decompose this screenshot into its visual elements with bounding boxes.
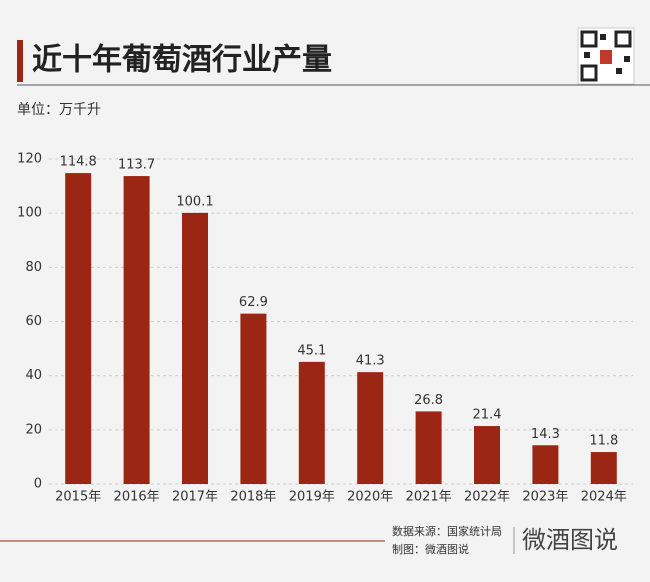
chart-title: 近十年葡萄酒行业产量 xyxy=(32,43,332,78)
y-tick-label: 0 xyxy=(34,477,42,492)
bar xyxy=(298,361,325,484)
value-label: 21.4 xyxy=(473,408,502,423)
value-label: 62.9 xyxy=(239,295,268,310)
x-tick-label: 2020年 xyxy=(347,490,393,505)
value-label: 41.3 xyxy=(356,354,385,369)
x-tick-label: 2023年 xyxy=(522,490,568,505)
y-tick-label: 100 xyxy=(17,206,42,221)
x-tick-label: 2021年 xyxy=(406,490,452,505)
x-tick-label: 2016年 xyxy=(114,490,160,505)
bar xyxy=(240,313,267,484)
bar xyxy=(415,411,442,484)
x-tick-label: 2015年 xyxy=(55,490,101,505)
y-tick-label: 60 xyxy=(25,314,42,329)
y-tick-label: 40 xyxy=(25,368,42,383)
y-tick-label: 20 xyxy=(25,422,42,437)
value-label: 14.3 xyxy=(531,427,560,442)
bar xyxy=(590,452,617,484)
value-label: 114.8 xyxy=(60,155,97,170)
bar xyxy=(357,372,384,484)
bar xyxy=(182,212,208,485)
value-label: 45.1 xyxy=(297,343,326,358)
x-tick-label: 2018年 xyxy=(230,490,276,505)
y-tick-label: 80 xyxy=(25,260,42,275)
qr-code xyxy=(577,27,635,85)
x-tick-label: 2017年 xyxy=(172,490,218,505)
value-label: 26.8 xyxy=(414,393,443,408)
bar xyxy=(474,426,500,484)
x-tick-label: 2019年 xyxy=(289,490,335,505)
title-accent xyxy=(17,40,23,82)
y-tick-label: 120 xyxy=(17,152,42,167)
value-label: 11.8 xyxy=(589,434,618,449)
x-tick-label: 2024年 xyxy=(581,490,627,505)
bar xyxy=(123,176,150,484)
bar xyxy=(65,173,92,485)
bar xyxy=(532,445,559,484)
value-label: 113.7 xyxy=(118,158,155,173)
unit-label: 单位：万千升 xyxy=(17,102,101,118)
credit-note: 制图：微酒图说 xyxy=(392,542,469,556)
x-tick-label: 2022年 xyxy=(464,490,510,505)
value-label: 100.1 xyxy=(176,194,213,209)
source-note: 数据来源：国家统计局 xyxy=(392,524,502,538)
logo: 微酒图说 xyxy=(522,526,618,554)
